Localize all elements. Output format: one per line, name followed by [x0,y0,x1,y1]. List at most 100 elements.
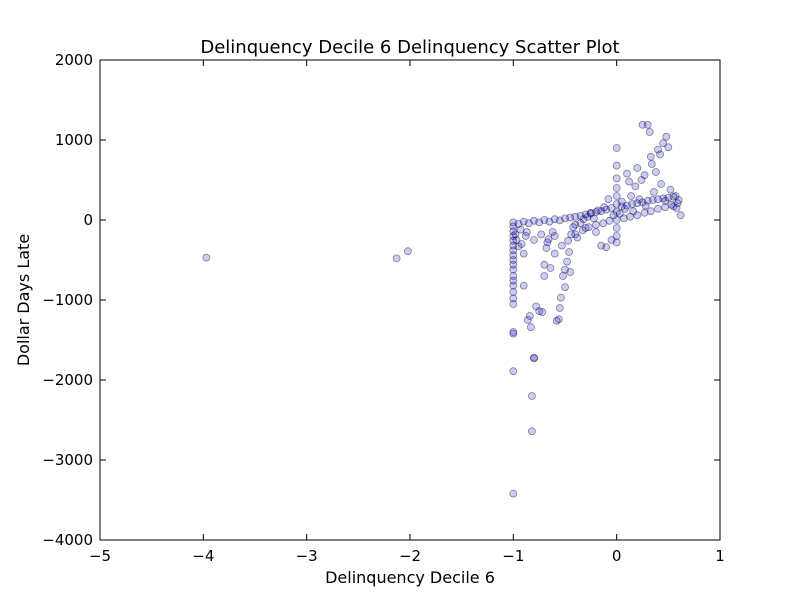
data-point [607,236,616,244]
data-point [659,194,668,203]
data-point [599,219,608,228]
data-point [545,217,554,226]
data-point [612,200,621,208]
data-point [654,195,662,204]
data-point [509,232,518,240]
data-point [638,198,647,207]
data-point [592,220,600,229]
data-point [612,144,621,152]
data-point [509,272,518,280]
data-point [612,224,621,232]
data-point [581,210,590,219]
data-point [509,236,518,245]
data-point [638,120,647,129]
data-point [509,265,518,274]
data-point [645,128,654,136]
data-point [571,220,580,229]
data-point [612,208,621,216]
y-tick-label: −4000 [42,531,93,549]
data-point [523,316,532,324]
data-point [571,212,580,221]
y-tick-label: −3000 [42,451,93,469]
data-point [528,392,536,400]
data-point [555,304,564,312]
data-point [561,265,569,274]
data-point [576,219,585,228]
data-point [604,195,613,204]
data-point [559,272,567,280]
x-tick-label: −2 [399,547,421,565]
data-point [542,244,551,252]
data-point [643,120,652,129]
data-point [627,192,635,200]
data-point [509,328,518,336]
chart-title: Delinquency Decile 6 Delinquency Scatter… [200,37,619,58]
data-point [633,199,642,208]
data-point [392,254,401,263]
data-point [509,329,518,338]
data-point [509,222,518,231]
data-point [605,216,614,225]
data-point [550,249,559,258]
y-tick-label: −2000 [42,371,93,389]
data-point [530,236,538,244]
data-point [581,224,590,232]
data-point [640,171,649,180]
data-point [509,294,518,303]
data-point [403,247,412,256]
data-point [669,192,678,201]
data-point [609,211,618,220]
data-point [554,315,563,324]
data-point [550,215,559,224]
data-point [519,217,528,226]
data-point [509,246,518,255]
data-point [558,241,566,250]
data-point [509,288,518,296]
data-point [202,253,211,262]
data-point [650,188,658,196]
data-point [625,177,633,186]
data-point [583,212,592,221]
data-point [509,367,518,376]
data-point [661,196,670,205]
data-point [540,260,549,269]
data-point [647,160,656,168]
data-point [628,200,637,208]
data-point [530,354,538,363]
data-point [544,235,553,244]
data-point [540,272,549,280]
data-point [602,205,611,214]
data-point [648,196,657,204]
data-point [674,196,683,204]
x-tick-label: −3 [296,547,318,565]
data-point [594,206,602,215]
data-point [602,243,611,252]
data-point [640,208,649,217]
data-point [659,139,668,148]
data-point [623,201,631,210]
data-point [509,218,518,227]
data-point [597,241,606,250]
data-point [514,242,523,251]
data-point [612,184,621,192]
data-point [519,249,528,258]
data-point [548,228,557,236]
data-point [666,185,675,194]
data-point [676,211,685,220]
data-point [537,230,546,239]
data-point [530,353,538,362]
x-tick-label: 0 [612,547,622,565]
data-point [646,152,655,161]
data-point [509,260,518,269]
data-point [654,145,662,154]
data-point [571,230,580,239]
data-point [526,312,534,320]
data-point [546,264,555,272]
x-tick-label: −4 [192,547,214,565]
data-point [633,211,642,220]
data-point [538,308,547,316]
data-point [673,199,682,208]
data-point [565,248,573,256]
